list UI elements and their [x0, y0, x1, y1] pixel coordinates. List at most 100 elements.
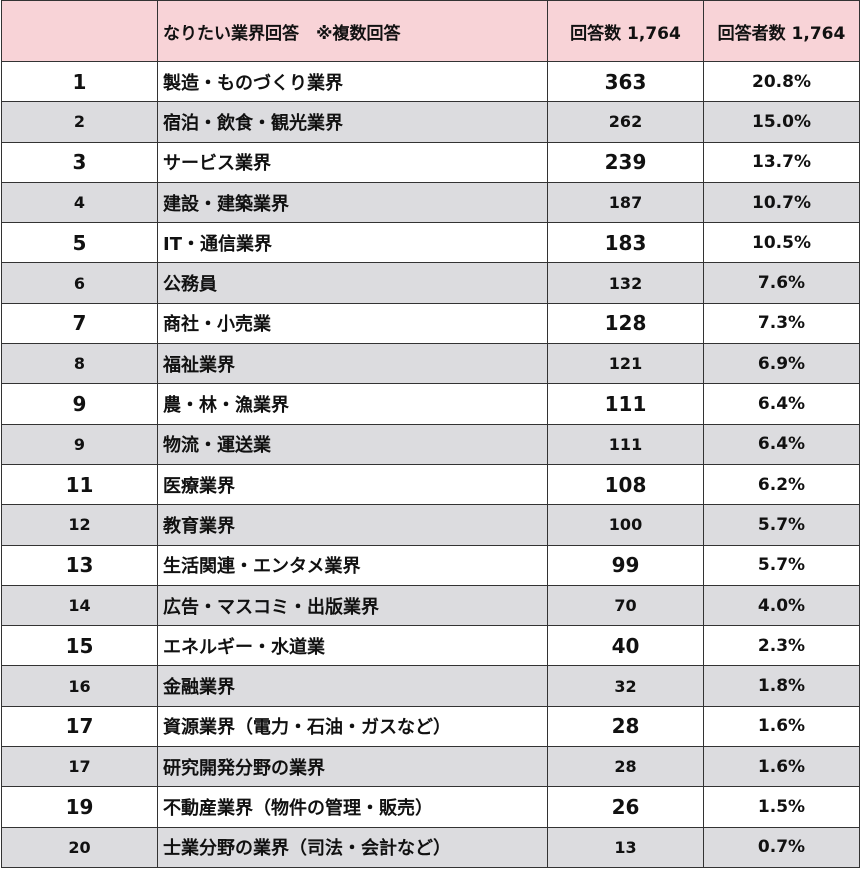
table-row: 5 IT・通信業界 183 10.5% [1, 222, 860, 264]
percent-cell: 5.7% [703, 504, 860, 546]
table-row: 6 公務員 132 7.6% [1, 262, 860, 304]
percent-cell: 1.6% [703, 746, 860, 788]
table-row: 1 製造・ものづくり業界 363 20.8% [1, 60, 860, 103]
rank-cell: 1 [1, 60, 158, 103]
table-row: 9 農・林・漁業界 111 6.4% [1, 383, 860, 425]
table-row: 17 資源業界（電力・石油・ガスなど） 28 1.6% [1, 705, 860, 748]
rank-cell: 9 [1, 383, 158, 425]
industry-cell: 研究開発分野の業界 [157, 746, 548, 788]
industry-cell: 広告・マスコミ・出版業界 [157, 584, 548, 627]
count-cell: 100 [547, 504, 704, 546]
header-industry: なりたい業界回答 ※複数回答 [157, 0, 548, 62]
rank-cell: 17 [1, 746, 158, 788]
count-cell: 132 [547, 262, 704, 304]
rank-cell: 17 [1, 705, 158, 748]
percent-cell: 7.3% [703, 302, 860, 345]
table-row: 7 商社・小売業 128 7.3% [1, 302, 860, 345]
rank-cell: 20 [1, 826, 158, 868]
table-row: 11 医療業界 108 6.2% [1, 463, 860, 506]
percent-cell: 7.6% [703, 262, 860, 304]
rank-cell: 19 [1, 786, 158, 828]
rank-cell: 15 [1, 625, 158, 667]
count-cell: 32 [547, 665, 704, 707]
count-cell: 262 [547, 101, 704, 143]
industry-cell: エネルギー・水道業 [157, 625, 548, 667]
industry-cell: 不動産業界（物件の管理・販売） [157, 786, 548, 828]
table-row: 19 不動産業界（物件の管理・販売） 26 1.5% [1, 786, 860, 828]
count-cell: 128 [547, 302, 704, 345]
industry-cell: 商社・小売業 [157, 302, 548, 345]
industry-cell: 建設・建築業界 [157, 181, 548, 224]
industry-cell: 金融業界 [157, 665, 548, 707]
industry-cell: 宿泊・飲食・観光業界 [157, 101, 548, 143]
count-cell: 111 [547, 423, 704, 465]
percent-cell: 6.4% [703, 383, 860, 425]
table-row: 8 福祉業界 121 6.9% [1, 343, 860, 385]
table-row: 16 金融業界 32 1.8% [1, 665, 860, 707]
percent-cell: 20.8% [703, 60, 860, 103]
rank-cell: 2 [1, 101, 158, 143]
count-cell: 40 [547, 625, 704, 667]
header-count: 回答数 1,764 [547, 0, 704, 62]
percent-cell: 5.7% [703, 544, 860, 586]
table-row: 17 研究開発分野の業界 28 1.6% [1, 746, 860, 788]
header-row: なりたい業界回答 ※複数回答 回答数 1,764 回答者数 1,764 [1, 0, 860, 62]
percent-cell: 15.0% [703, 101, 860, 143]
industry-cell: 農・林・漁業界 [157, 383, 548, 425]
count-cell: 187 [547, 181, 704, 224]
percent-cell: 6.2% [703, 463, 860, 506]
table-row: 2 宿泊・飲食・観光業界 262 15.0% [1, 101, 860, 143]
header-percent: 回答者数 1,764 [703, 0, 860, 62]
table-row: 13 生活関連・エンタメ業界 99 5.7% [1, 544, 860, 586]
table-row: 15 エネルギー・水道業 40 2.3% [1, 625, 860, 667]
industry-cell: 物流・運送業 [157, 423, 548, 465]
industry-cell: 公務員 [157, 262, 548, 304]
percent-cell: 10.7% [703, 181, 860, 224]
percent-cell: 2.3% [703, 625, 860, 667]
table-body: 1 製造・ものづくり業界 363 20.8% 2 宿泊・飲食・観光業界 262 15.0% 3 サ… [1, 60, 860, 868]
table-row: 9 物流・運送業 111 6.4% [1, 423, 860, 465]
count-cell: 13 [547, 826, 704, 868]
rank-cell: 9 [1, 423, 158, 465]
count-cell: 99 [547, 544, 704, 586]
industry-cell: 福祉業界 [157, 343, 548, 385]
percent-cell: 13.7% [703, 141, 860, 183]
rank-cell: 14 [1, 584, 158, 627]
count-cell: 363 [547, 60, 704, 103]
count-cell: 28 [547, 705, 704, 748]
industry-cell: 医療業界 [157, 463, 548, 506]
rank-cell: 8 [1, 343, 158, 385]
rank-cell: 7 [1, 302, 158, 345]
count-cell: 239 [547, 141, 704, 183]
rank-cell: 4 [1, 181, 158, 224]
rank-cell: 11 [1, 463, 158, 506]
header-rank [1, 0, 158, 62]
industry-cell: 教育業界 [157, 504, 548, 546]
percent-cell: 6.9% [703, 343, 860, 385]
count-cell: 183 [547, 222, 704, 264]
industry-cell: 資源業界（電力・石油・ガスなど） [157, 705, 548, 748]
rank-cell: 13 [1, 544, 158, 586]
percent-cell: 1.5% [703, 786, 860, 828]
percent-cell: 10.5% [703, 222, 860, 264]
percent-cell: 4.0% [703, 584, 860, 627]
count-cell: 121 [547, 343, 704, 385]
rank-cell: 6 [1, 262, 158, 304]
industry-cell: 生活関連・エンタメ業界 [157, 544, 548, 586]
industry-cell: 士業分野の業界（司法・会計など） [157, 826, 548, 868]
rank-cell: 16 [1, 665, 158, 707]
count-cell: 108 [547, 463, 704, 506]
percent-cell: 0.7% [703, 826, 860, 868]
industry-cell: IT・通信業界 [157, 222, 548, 264]
table-row: 14 広告・マスコミ・出版業界 70 4.0% [1, 584, 860, 627]
count-cell: 28 [547, 746, 704, 788]
percent-cell: 1.8% [703, 665, 860, 707]
percent-cell: 6.4% [703, 423, 860, 465]
industry-cell: サービス業界 [157, 141, 548, 183]
rank-cell: 12 [1, 504, 158, 546]
table-row: 20 士業分野の業界（司法・会計など） 13 0.7% [1, 826, 860, 868]
count-cell: 111 [547, 383, 704, 425]
count-cell: 70 [547, 584, 704, 627]
rank-cell: 3 [1, 141, 158, 183]
